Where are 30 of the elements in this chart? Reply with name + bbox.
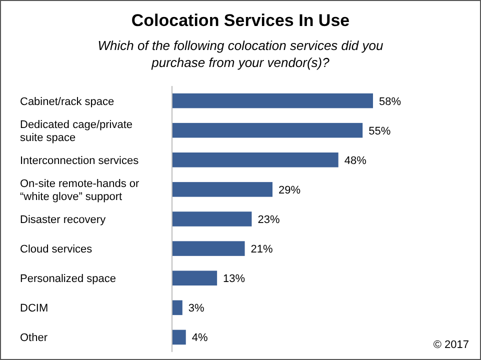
chart-subtitle: Which of the following colocation services did you purchase from your vendor(s)?: [98, 38, 384, 70]
data-label: 4%: [192, 332, 208, 344]
y-tick-label: Disaster recovery: [20, 214, 106, 226]
bar: [172, 270, 218, 286]
bar: [172, 212, 252, 226]
y-tick-label: Other: [20, 332, 48, 344]
data-label: 21%: [250, 244, 274, 256]
data-label: 23%: [258, 214, 280, 226]
y-tick-label: On-site remote-hands or “white glove” support: [20, 178, 140, 203]
bar: [172, 122, 363, 138]
data-label: 58%: [379, 96, 402, 108]
bar: [172, 182, 272, 197]
y-tick-label: Personalized space: [20, 273, 116, 286]
bar: [172, 152, 338, 168]
y-tick-label: Cabinet/rack space: [20, 96, 114, 108]
data-label: 3%: [188, 302, 205, 315]
bar: [172, 300, 182, 316]
data-label: 55%: [368, 125, 391, 138]
y-tick-label: Dedicated cage/private suite space: [20, 118, 133, 144]
data-label: 13%: [223, 273, 246, 286]
data-label: 48%: [344, 154, 367, 167]
y-tick-label: Interconnection services: [20, 154, 140, 167]
y-tick-label: DCIM: [20, 302, 48, 315]
bar: [172, 241, 245, 256]
bar: [172, 93, 373, 108]
data-label: 29%: [278, 184, 301, 196]
chart-title: Colocation Services In Use: [131, 11, 350, 30]
y-tick-label: Cloud services: [20, 244, 93, 256]
bar: [172, 330, 186, 345]
text: © 2017: [433, 339, 469, 351]
